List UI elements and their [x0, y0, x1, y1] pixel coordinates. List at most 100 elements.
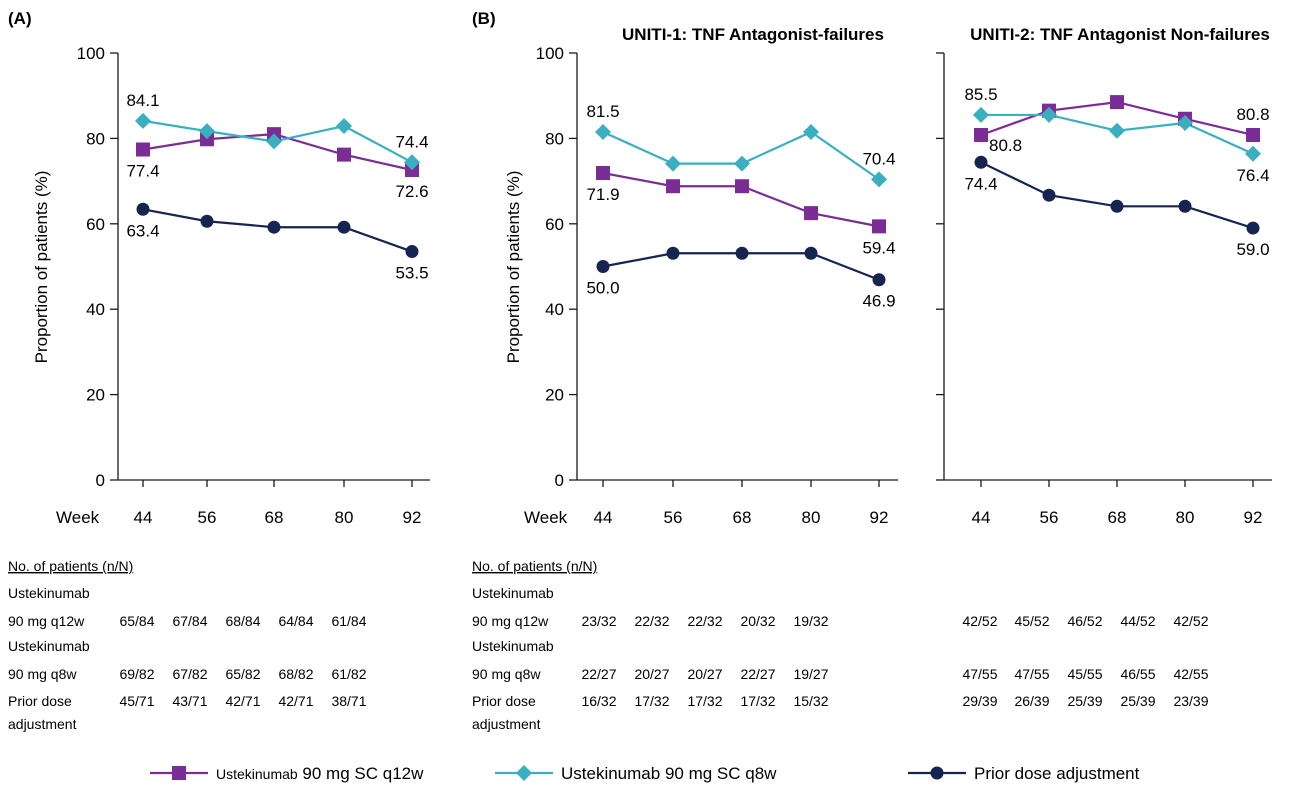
- table-cell: 45/55: [1067, 666, 1102, 682]
- uniti1-data-label: 70.4: [862, 149, 895, 168]
- panel-a-x-tick-label: 56: [198, 508, 217, 527]
- panel-a-y-tick-label: 20: [86, 386, 105, 405]
- uniti2-point-diamond: [973, 106, 989, 123]
- uniti1-point-diamond: [803, 123, 819, 140]
- panel-a-y-tick-label: 40: [86, 300, 105, 319]
- uniti1-point-square: [872, 219, 886, 234]
- uniti2-point-diamond: [1041, 106, 1057, 123]
- table-cell: 65/84: [119, 613, 154, 629]
- panel-a-point-diamond: [336, 118, 352, 135]
- uniti2-data-label: 85.5: [964, 85, 997, 104]
- panel-a-plot: 0 20 40 60 80 100 44 56 68 80 92 84.1 77.4 74.4 72.6 63…: [77, 44, 430, 527]
- table-cell: 68/82: [278, 666, 313, 682]
- uniti1-data-label: 50.0: [586, 279, 619, 298]
- uniti1-x-tick-label: 44: [594, 508, 613, 527]
- panel-a-data-label: 63.4: [126, 221, 159, 240]
- table-cell: 42/52: [1173, 613, 1208, 629]
- table-b-q12w-label-2: 90 mg q12w: [472, 613, 549, 629]
- panel-b-label: (B): [472, 9, 496, 28]
- uniti1-y-tick-label: 80: [545, 129, 564, 148]
- patient-table-cells: 65/84 67/84 68/84 64/84 61/84 69/82 67/82 65/82…: [119, 613, 1208, 709]
- uniti2-point-square: [1110, 95, 1124, 110]
- uniti2-point-circle: [1178, 199, 1192, 213]
- panel-a-y-tick-label: 80: [86, 129, 105, 148]
- uniti2-x-tick-label: 80: [1176, 508, 1195, 527]
- table-a-q12w-label-2: 90 mg q12w: [8, 613, 85, 629]
- table-cell: 17/32: [634, 693, 669, 709]
- table-cell: 22/32: [687, 613, 722, 629]
- panel-a-data-label: 77.4: [126, 162, 159, 181]
- legend-marker-circle: [930, 766, 944, 780]
- uniti1-x-tick-label: 68: [733, 508, 752, 527]
- legend-dose: 90 mg SC q8w: [660, 764, 777, 783]
- uniti1-x-tick-label: 56: [664, 508, 683, 527]
- uniti1-point-square: [804, 206, 818, 221]
- panel-b-y-axis-title: Proportion of patients (%): [504, 171, 523, 364]
- table-cell: 15/32: [793, 693, 828, 709]
- table-cell: 20/32: [740, 613, 775, 629]
- uniti2-data-label: 80.8: [1236, 105, 1269, 124]
- legend-marker-diamond: [516, 765, 532, 781]
- legend-brand: Ustekinumab: [561, 764, 660, 783]
- uniti2-point-diamond: [1245, 145, 1261, 162]
- uniti2-point-square: [1246, 127, 1260, 142]
- panel-a-point-diamond: [199, 123, 215, 140]
- uniti1-point-circle: [666, 246, 680, 260]
- uniti2-point-circle: [1246, 221, 1260, 235]
- uniti1-data-label: 71.9: [586, 185, 619, 204]
- uniti1-point-diamond: [665, 155, 681, 172]
- legend-brand: Ustekinumab: [216, 766, 298, 782]
- legend-dose: Prior dose adjustment: [974, 764, 1140, 783]
- uniti1-data-label: 81.5: [586, 102, 619, 121]
- panel-a-x-tick-label: 44: [134, 508, 153, 527]
- uniti2-point-square: [974, 127, 988, 142]
- uniti2-x-tick-label: 92: [1244, 508, 1263, 527]
- table-cell: 42/71: [278, 693, 313, 709]
- table-cell: 68/84: [225, 613, 260, 629]
- table-a-header: No. of patients (n/N): [8, 558, 133, 574]
- table-cell: 42/71: [225, 693, 260, 709]
- uniti2-data-label: 59.0: [1236, 240, 1269, 259]
- uniti1-y-tick-label: 100: [536, 44, 564, 63]
- legend: Ustekinumab 90 mg SC q12w Ustekinumab 90 …: [150, 764, 1140, 783]
- panel-a-data-label: 53.5: [395, 264, 428, 283]
- uniti2-point-circle: [1110, 199, 1124, 213]
- table-cell: 45/52: [1014, 613, 1049, 629]
- uniti1-point-diamond: [871, 171, 887, 188]
- legend-label: Ustekinumab 90 mg SC q12w: [216, 764, 424, 783]
- panel-a-data-label: 72.6: [395, 182, 428, 201]
- panel-a-x-tick-label: 92: [403, 508, 422, 527]
- uniti1-data-label: 59.4: [862, 238, 895, 257]
- uniti1-y-tick-label: 20: [545, 386, 564, 405]
- table-b-header: No. of patients (n/N): [472, 558, 597, 574]
- panel-a-label: (A): [8, 9, 32, 28]
- uniti2-plot: 44 56 68 80 92 85.5 80.8 80.8 76.4 74.4 59.0: [936, 52, 1272, 527]
- uniti1-y-tick-label: 40: [545, 300, 564, 319]
- panel-a-point-circle: [200, 214, 214, 228]
- table-cell: 46/52: [1067, 613, 1102, 629]
- panel-a-point-square: [337, 147, 351, 162]
- panel-a-patient-table: No. of patients (n/N) Ustekinumab 90 mg …: [8, 558, 133, 732]
- uniti2-data-label: 76.4: [1236, 166, 1269, 185]
- table-cell: 42/52: [962, 613, 997, 629]
- panel-a-week-label: Week: [56, 508, 100, 527]
- table-cell: 38/71: [331, 693, 366, 709]
- table-cell: 25/39: [1067, 693, 1102, 709]
- uniti1-title: UNITI-1: TNF Antagonist-failures: [622, 25, 884, 44]
- table-cell: 23/32: [581, 613, 616, 629]
- uniti1-y-tick-label: 0: [555, 471, 564, 490]
- uniti1-series-line-diamond: [602, 130, 880, 181]
- table-cell: 69/82: [119, 666, 154, 682]
- uniti1-point-diamond: [595, 123, 611, 140]
- panel-a-data-label: 74.4: [395, 132, 428, 151]
- panel-a-point-diamond: [266, 133, 282, 150]
- table-cell: 47/55: [1014, 666, 1049, 682]
- table-b-prior-label-2: adjustment: [472, 716, 541, 732]
- table-cell: 25/39: [1120, 693, 1155, 709]
- table-cell: 67/84: [172, 613, 207, 629]
- uniti2-series-line-circle: [980, 161, 1254, 230]
- uniti1-point-circle: [872, 273, 886, 287]
- panel-a-point-square: [200, 132, 214, 147]
- uniti1-x-tick-label: 80: [802, 508, 821, 527]
